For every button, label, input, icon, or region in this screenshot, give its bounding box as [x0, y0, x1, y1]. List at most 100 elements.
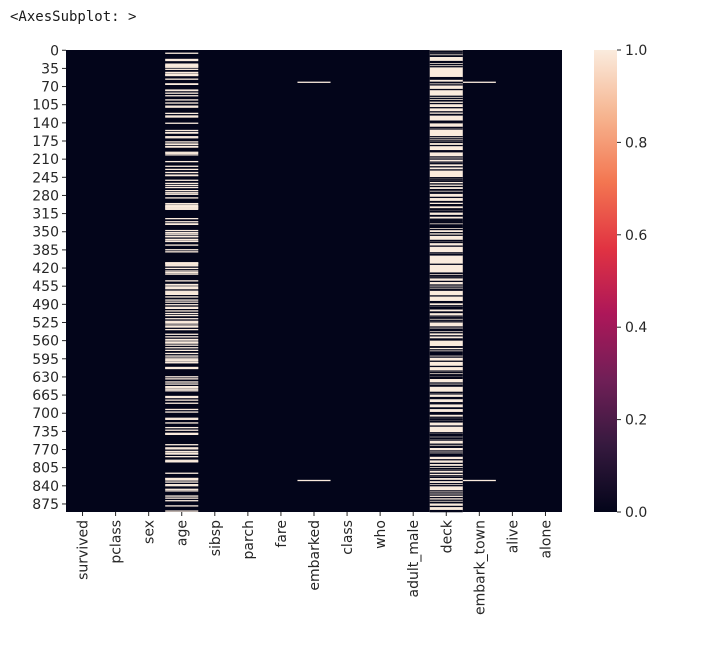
heatmap-cell-age: [165, 270, 199, 272]
heatmap-cell-age: [165, 318, 199, 320]
heatmap-cell-age: [165, 129, 199, 132]
heatmap-cell-deck-present: [429, 375, 463, 377]
heatmap-cell-age: [165, 478, 199, 480]
heatmap-cell-deck-present: [429, 372, 463, 374]
heatmap-cell-deck-present: [429, 425, 463, 427]
heatmap-cell-age: [165, 459, 199, 461]
y-tick-label: 350: [32, 225, 59, 241]
y-axis-ticks: 0 35 70 105 140 175 210 245 280 315 350 385 420 455 49…: [32, 43, 66, 513]
heatmap-cell-deck-present: [429, 307, 463, 309]
heatmap-cell-deck-present: [429, 446, 463, 448]
heatmap-cell-age: [165, 396, 199, 399]
x-tick-label-alone: alone: [538, 520, 554, 559]
heatmap-cell-age: [165, 184, 199, 187]
y-tick-label: 140: [32, 116, 59, 132]
heatmap-cell-deck-present: [429, 126, 463, 129]
y-tick-label: 280: [32, 188, 59, 204]
heatmap-cell-age: [165, 355, 199, 357]
heatmap-cell-age: [165, 390, 199, 392]
heatmap-cell-age: [165, 505, 199, 507]
heatmap-cell-deck-present: [429, 338, 463, 340]
heatmap-cell-deck-present: [429, 226, 463, 229]
heatmap-cell-deck-present: [429, 450, 463, 452]
y-tick-label: 70: [41, 80, 59, 96]
heatmap-cell-deck-present: [429, 136, 463, 138]
heatmap-cell-age: [165, 426, 199, 429]
heatmap-cell-age: [165, 197, 199, 199]
heatmap-cell-deck-present: [429, 455, 463, 457]
heatmap-cell-age: [165, 263, 199, 265]
heatmap-cell-deck-present: [429, 205, 463, 207]
heatmap-cell-deck-present: [429, 413, 463, 415]
heatmap-cell-age: [165, 479, 199, 481]
heatmap-cell-deck-present: [429, 272, 463, 275]
colorbar-tick-label: 1.0: [625, 43, 647, 59]
heatmap-cell-age: [165, 461, 199, 463]
heatmap-cell-deck-present: [429, 286, 463, 288]
heatmap-cell-deck-present: [429, 319, 463, 321]
heatmap-cell-deck-present: [429, 418, 463, 420]
heatmap-cell-age: [165, 481, 199, 483]
output-label: <AxesSubplot: >: [10, 9, 137, 25]
heatmap-cell-deck-present: [429, 335, 463, 337]
heatmap-cell-deck-present: [429, 295, 463, 297]
heatmap-cell-embark_town: [462, 81, 496, 83]
heatmap-cell-deck-present: [429, 284, 463, 286]
heatmap-cell-age: [165, 193, 199, 195]
heatmap-cell-deck-present: [429, 510, 463, 513]
x-tick-label-class: class: [340, 520, 356, 555]
colorbar-bar: [594, 50, 617, 512]
x-tick-label-sex: sex: [142, 520, 158, 544]
y-tick-label: 770: [32, 443, 59, 459]
heatmap-cell-age: [165, 288, 199, 290]
heatmap-cell-age: [165, 362, 199, 364]
heatmap-cell-deck-present: [429, 354, 463, 356]
heatmap-cell-deck-present: [429, 462, 463, 465]
heatmap-cell-age: [165, 417, 199, 419]
heatmap-cell-deck-present: [429, 177, 463, 179]
x-tick-label-who: who: [373, 520, 389, 549]
heatmap-cell-deck-present: [429, 204, 463, 206]
y-tick-label: 875: [32, 497, 59, 513]
heatmap-cell-deck-present: [429, 64, 463, 66]
heatmap-cell-age: [165, 267, 199, 270]
heatmap: [66, 50, 562, 513]
heatmap-cell-age: [165, 132, 199, 134]
y-tick-label: 385: [32, 243, 59, 259]
heatmap-cell-age: [165, 293, 199, 295]
heatmap-cell-deck-present: [429, 161, 463, 163]
x-tick-label-age: age: [175, 520, 191, 546]
heatmap-cell-deck-present: [429, 302, 463, 304]
heatmap-cell-age: [165, 433, 199, 435]
heatmap-cell-age: [165, 116, 199, 118]
heatmap-cell-deck-present: [429, 156, 463, 158]
heatmap-cell-deck-present: [429, 66, 463, 68]
heatmap-cell-age: [165, 333, 199, 335]
x-tick-label-pclass: pclass: [109, 520, 125, 564]
heatmap-cell-age: [165, 472, 199, 474]
heatmap-cell-deck-present: [429, 509, 463, 512]
heatmap-cell-age: [165, 320, 199, 322]
heatmap-cell-age: [165, 141, 199, 143]
heatmap-cell-deck-present: [429, 403, 463, 405]
heatmap-cell-deck-present: [429, 121, 463, 123]
y-tick-label: 595: [32, 352, 59, 368]
heatmap-cell-age: [165, 291, 199, 293]
heatmap-cell-age: [165, 378, 199, 380]
heatmap-cell-age: [165, 323, 199, 325]
heatmap-cell-age: [165, 344, 199, 346]
heatmap-cell-deck-present: [429, 178, 463, 180]
heatmap-cell-age: [165, 347, 199, 349]
heatmap-cell-deck-present: [429, 490, 463, 492]
heatmap-cell-age: [165, 151, 199, 153]
heatmap-cell-age: [165, 456, 199, 458]
heatmap-cell-deck-present: [429, 232, 463, 234]
heatmap-cell-deck-present: [429, 376, 463, 378]
heatmap-cell-age: [165, 292, 199, 294]
heatmap-cell-age: [165, 359, 199, 361]
heatmap-cell-age: [165, 312, 199, 315]
heatmap-cell-age: [165, 238, 199, 241]
heatmap-cell-age: [165, 186, 199, 189]
heatmap-cell-deck-present: [429, 97, 463, 99]
